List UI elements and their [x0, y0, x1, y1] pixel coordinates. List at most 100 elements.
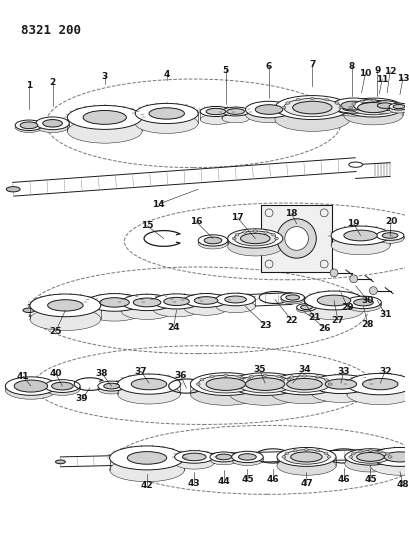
Ellipse shape — [235, 383, 239, 385]
Ellipse shape — [109, 458, 184, 482]
Ellipse shape — [99, 298, 129, 307]
Ellipse shape — [270, 374, 337, 395]
Ellipse shape — [281, 107, 285, 109]
Text: 8321 200: 8321 200 — [21, 24, 81, 37]
Ellipse shape — [338, 107, 342, 109]
Ellipse shape — [23, 308, 35, 312]
Ellipse shape — [221, 114, 249, 123]
Ellipse shape — [283, 450, 328, 464]
Ellipse shape — [200, 107, 231, 117]
Ellipse shape — [285, 296, 297, 301]
Ellipse shape — [239, 378, 243, 381]
Ellipse shape — [245, 378, 284, 390]
Ellipse shape — [237, 375, 292, 393]
Ellipse shape — [327, 383, 331, 385]
Ellipse shape — [292, 101, 331, 114]
Ellipse shape — [290, 383, 294, 385]
Text: 23: 23 — [258, 320, 271, 329]
Ellipse shape — [184, 294, 227, 308]
Ellipse shape — [67, 119, 142, 143]
Text: 13: 13 — [396, 74, 408, 83]
Ellipse shape — [45, 379, 80, 392]
Ellipse shape — [359, 100, 363, 102]
Text: 45: 45 — [363, 475, 376, 484]
Ellipse shape — [343, 98, 402, 117]
Ellipse shape — [387, 456, 391, 458]
Text: 22: 22 — [285, 316, 297, 325]
Ellipse shape — [357, 102, 388, 112]
Ellipse shape — [36, 120, 69, 133]
Ellipse shape — [348, 107, 352, 109]
Text: 46: 46 — [337, 475, 349, 484]
Ellipse shape — [348, 162, 362, 167]
Ellipse shape — [240, 233, 270, 244]
Ellipse shape — [310, 97, 314, 100]
Ellipse shape — [324, 99, 328, 101]
Ellipse shape — [371, 99, 374, 102]
Ellipse shape — [346, 383, 409, 405]
Ellipse shape — [317, 295, 350, 306]
Ellipse shape — [381, 233, 397, 238]
Ellipse shape — [121, 294, 172, 311]
Ellipse shape — [190, 383, 261, 405]
Ellipse shape — [135, 103, 198, 124]
Ellipse shape — [333, 101, 369, 114]
Ellipse shape — [263, 231, 267, 233]
Ellipse shape — [224, 296, 246, 303]
Ellipse shape — [324, 379, 328, 381]
Ellipse shape — [330, 236, 389, 255]
Ellipse shape — [353, 100, 386, 111]
Text: 17: 17 — [231, 213, 243, 222]
Ellipse shape — [344, 449, 395, 465]
Text: 30: 30 — [360, 296, 373, 305]
Text: 25: 25 — [49, 327, 62, 336]
Text: 15: 15 — [140, 221, 153, 230]
Ellipse shape — [131, 378, 166, 390]
Circle shape — [276, 219, 315, 258]
Text: 8: 8 — [348, 62, 354, 71]
Ellipse shape — [286, 378, 290, 381]
Ellipse shape — [67, 106, 142, 130]
Text: 34: 34 — [297, 365, 310, 374]
Ellipse shape — [369, 448, 409, 466]
Ellipse shape — [276, 375, 280, 378]
Ellipse shape — [14, 380, 47, 392]
Ellipse shape — [229, 373, 300, 395]
Ellipse shape — [280, 379, 283, 381]
Ellipse shape — [227, 237, 282, 256]
Ellipse shape — [271, 233, 275, 236]
Text: 26: 26 — [317, 324, 330, 333]
Ellipse shape — [133, 298, 160, 307]
Ellipse shape — [331, 101, 374, 116]
Ellipse shape — [278, 376, 329, 392]
Ellipse shape — [310, 384, 369, 402]
Ellipse shape — [331, 98, 374, 113]
Ellipse shape — [340, 101, 366, 110]
Ellipse shape — [351, 103, 355, 105]
Ellipse shape — [300, 305, 312, 310]
Ellipse shape — [247, 378, 251, 381]
Text: 29: 29 — [341, 303, 353, 312]
Text: 7: 7 — [308, 60, 315, 69]
Text: 36: 36 — [174, 371, 186, 379]
Ellipse shape — [196, 383, 200, 385]
Ellipse shape — [6, 187, 20, 192]
Ellipse shape — [290, 452, 321, 462]
Ellipse shape — [30, 308, 101, 330]
Text: 1: 1 — [26, 82, 32, 91]
Text: 28: 28 — [360, 320, 373, 328]
Ellipse shape — [333, 104, 369, 117]
Ellipse shape — [227, 229, 282, 248]
Ellipse shape — [358, 450, 362, 453]
Ellipse shape — [223, 374, 227, 376]
Ellipse shape — [234, 233, 238, 236]
Ellipse shape — [238, 454, 256, 460]
Ellipse shape — [209, 455, 237, 465]
Ellipse shape — [334, 102, 338, 104]
Text: 33: 33 — [337, 367, 349, 376]
Ellipse shape — [163, 297, 189, 305]
Ellipse shape — [55, 460, 65, 464]
Ellipse shape — [383, 452, 409, 462]
Ellipse shape — [198, 235, 227, 246]
Ellipse shape — [376, 103, 392, 108]
